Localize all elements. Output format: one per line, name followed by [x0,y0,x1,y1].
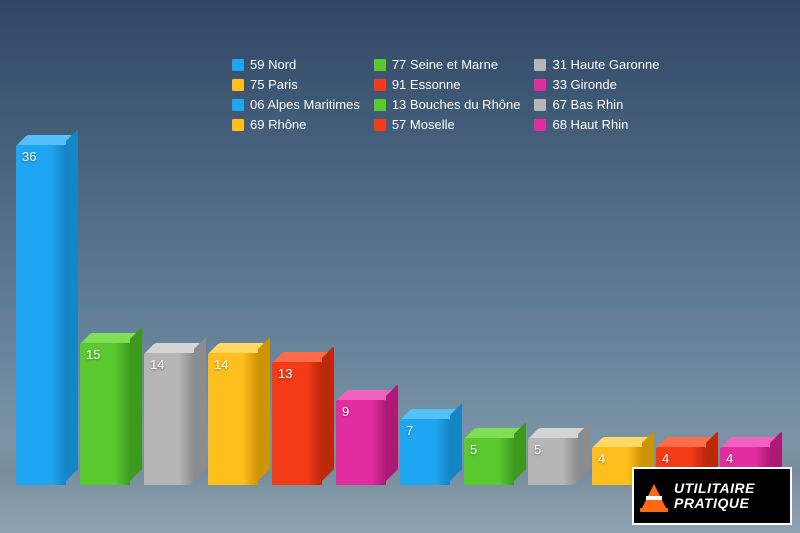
bar: 36 [16,145,66,485]
bar-value-label: 13 [278,366,292,381]
bar-side-face [194,337,206,481]
bar-side-face [578,422,590,481]
bar-value-label: 4 [726,451,733,466]
legend-swatch [232,99,244,111]
legend-item: 68 Haut Rhin [534,116,659,134]
brand-logo: UTILITAIRE PRATIQUE [632,467,792,525]
legend-item: 67 Bas Rhin [534,96,659,114]
bar: 14 [144,353,194,485]
bar-value-label: 5 [470,442,477,457]
legend-item: 69 Rhône [232,116,360,134]
legend-item: 57 Moselle [374,116,521,134]
bar-value-label: 9 [342,404,349,419]
bar-front-face [208,353,258,485]
bar-side-face [66,129,78,481]
legend-label: 59 Nord [250,56,296,74]
legend-swatch [534,119,546,131]
legend-item: 13 Bouches du Rhône [374,96,521,114]
legend-swatch [232,119,244,131]
bar-value-label: 15 [86,347,100,362]
legend-label: 57 Moselle [392,116,455,134]
legend-item: 91 Essonne [374,76,521,94]
legend: 59 Nord 75 Paris 06 Alpes Maritimes 69 Rhôn… [232,56,659,134]
legend-swatch [534,59,546,71]
bar-front-face [80,343,130,485]
legend-label: 91 Essonne [392,76,461,94]
bar-value-label: 4 [662,451,669,466]
bar-value-label: 5 [534,442,541,457]
logo-line-1: UTILITAIRE [674,481,755,496]
legend-label: 67 Bas Rhin [552,96,623,114]
legend-item: 75 Paris [232,76,360,94]
legend-column: 31 Haute Garonne 33 Gironde 67 Bas Rhin 68 … [534,56,659,134]
legend-swatch [374,79,386,91]
logo-text: UTILITAIRE PRATIQUE [674,481,755,511]
legend-swatch [374,99,386,111]
legend-swatch [232,59,244,71]
bars-area: 36 15 14 14 13 9 7 5 5 4 4 4 [16,145,770,485]
bar-side-face [322,346,334,481]
legend-label: 31 Haute Garonne [552,56,659,74]
bar-front-face [144,353,194,485]
legend-label: 06 Alpes Maritimes [250,96,360,114]
legend-label: 33 Gironde [552,76,616,94]
bar: 15 [80,343,130,485]
bar-value-label: 14 [214,357,228,372]
legend-label: 13 Bouches du Rhône [392,96,521,114]
legend-item: 59 Nord [232,56,360,74]
bar-side-face [386,384,398,481]
legend-swatch [534,99,546,111]
legend-item: 77 Seine et Marne [374,56,521,74]
legend-label: 75 Paris [250,76,298,94]
legend-swatch [374,59,386,71]
bar-value-label: 36 [22,149,36,164]
bar: 9 [336,400,386,485]
legend-column: 77 Seine et Marne 91 Essonne 13 Bouches du… [374,56,521,134]
bar-side-face [450,403,462,481]
legend-label: 69 Rhône [250,116,306,134]
bar: 13 [272,362,322,485]
logo-line-2: PRATIQUE [674,496,755,511]
chart-container: 59 Nord 75 Paris 06 Alpes Maritimes 69 Rhôn… [0,0,800,533]
bar-side-face [258,337,270,481]
bar-side-face [514,422,526,481]
legend-label: 77 Seine et Marne [392,56,498,74]
traffic-cone-icon [642,480,666,512]
legend-item: 31 Haute Garonne [534,56,659,74]
legend-swatch [374,119,386,131]
legend-item: 06 Alpes Maritimes [232,96,360,114]
bar-value-label: 14 [150,357,164,372]
bar-value-label: 7 [406,423,413,438]
bar: 5 [528,438,578,485]
bar: 7 [400,419,450,485]
legend-item: 33 Gironde [534,76,659,94]
legend-swatch [232,79,244,91]
legend-column: 59 Nord 75 Paris 06 Alpes Maritimes 69 Rhôn… [232,56,360,134]
bar-side-face [130,327,142,481]
bar: 14 [208,353,258,485]
bar: 5 [464,438,514,485]
legend-label: 68 Haut Rhin [552,116,628,134]
legend-swatch [534,79,546,91]
bar-value-label: 4 [598,451,605,466]
bar-front-face [16,145,66,485]
